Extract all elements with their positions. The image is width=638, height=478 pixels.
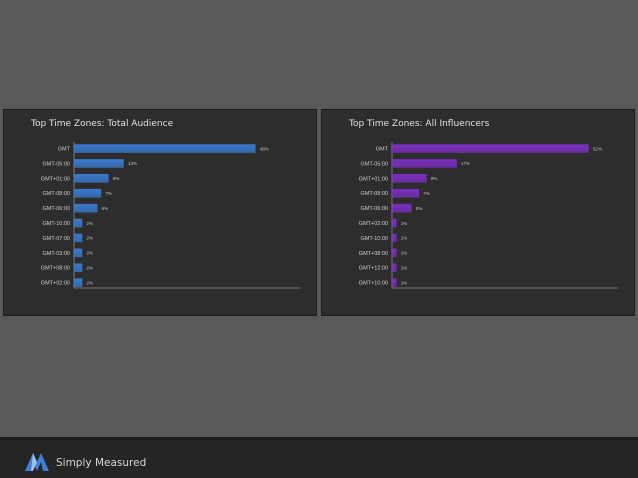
bar: [392, 144, 589, 153]
bar: [392, 248, 397, 258]
category-label: GMT: [58, 147, 71, 153]
bar: [392, 188, 420, 198]
category-label: GMT+01:00: [41, 176, 70, 182]
bar: [392, 263, 397, 272]
data-label: 2%: [87, 266, 94, 271]
bar: [74, 174, 109, 183]
bar: [392, 218, 397, 228]
data-label: 52%: [593, 146, 602, 151]
data-label: 48%: [260, 146, 269, 151]
bar: [74, 248, 83, 258]
bar: [74, 203, 98, 213]
data-label: 13%: [128, 161, 137, 166]
category-label: GMT+02:00: [359, 221, 388, 227]
category-label: GMT+02:00: [41, 281, 70, 287]
category-label: GMT-10:00: [360, 236, 388, 242]
data-label: 7%: [423, 191, 430, 196]
data-label: 6%: [102, 206, 109, 211]
bar: [74, 263, 83, 272]
simply-measured-logo-icon: [25, 453, 49, 471]
bar: [74, 159, 124, 168]
data-label: 1%: [401, 251, 408, 256]
influencers-bar-chart: GMT 52% GMT-05:00 17% GMT+01:00 9% GMT-08:00 7%…: [359, 142, 618, 289]
data-label: 7%: [105, 191, 112, 196]
audience-bar-chart: GMT 48% GMT-05:00 13% GMT+01:00 9% GMT-08:00 7%…: [41, 142, 300, 289]
category-label: GMT-08:00: [42, 191, 70, 197]
data-label: 2%: [87, 280, 94, 285]
brand-name: Simply Measured: [56, 457, 147, 469]
bar: [392, 233, 397, 243]
bar: [74, 233, 83, 243]
bar: [392, 174, 427, 183]
bar: [392, 203, 412, 213]
category-label: GMT-10:00: [42, 221, 70, 227]
data-label: 5%: [416, 206, 423, 211]
data-label: 1%: [401, 236, 408, 241]
data-label: 2%: [87, 221, 94, 226]
category-label: GMT-06:00: [42, 206, 70, 212]
bar: [392, 159, 457, 168]
audience-chart-title: Top Time Zones: Total Audience: [31, 119, 174, 129]
data-label: 1%: [401, 221, 408, 226]
data-label: 9%: [431, 176, 438, 181]
bar: [392, 278, 397, 287]
data-label: 9%: [113, 176, 120, 181]
data-label: 17%: [461, 161, 470, 166]
influencers-chart-panel: Top Time Zones: All Influencers GMT 52% GM…: [321, 109, 635, 316]
footer-bar: Simply Measured: [0, 437, 638, 478]
category-label: GMT-08:00: [360, 191, 388, 197]
bar: [74, 144, 256, 153]
category-label: GMT-07:00: [42, 236, 70, 242]
bar: [74, 218, 83, 228]
data-label: 2%: [87, 236, 94, 241]
category-label: GMT+10:00: [359, 281, 388, 287]
data-label: 2%: [87, 251, 94, 256]
category-label: GMT-06:00: [360, 206, 388, 212]
data-label: 1%: [401, 266, 408, 271]
bar: [74, 278, 83, 287]
audience-chart-panel: Top Time Zones: Total Audience GMT 48% GMT…: [3, 109, 317, 316]
category-label: GMT-05:00: [42, 161, 70, 167]
category-label: GMT+08:00: [359, 251, 388, 257]
bar: [74, 188, 102, 198]
category-label: GMT-05:00: [360, 161, 388, 167]
category-label: GMT+01:00: [359, 176, 388, 182]
category-label: GMT-03:00: [42, 251, 70, 257]
category-label: GMT: [376, 147, 389, 153]
data-label: 1%: [401, 280, 408, 285]
category-label: GMT+08:00: [41, 266, 70, 272]
category-label: GMT+12:00: [359, 266, 388, 272]
influencers-chart-title: Top Time Zones: All Influencers: [349, 119, 490, 129]
